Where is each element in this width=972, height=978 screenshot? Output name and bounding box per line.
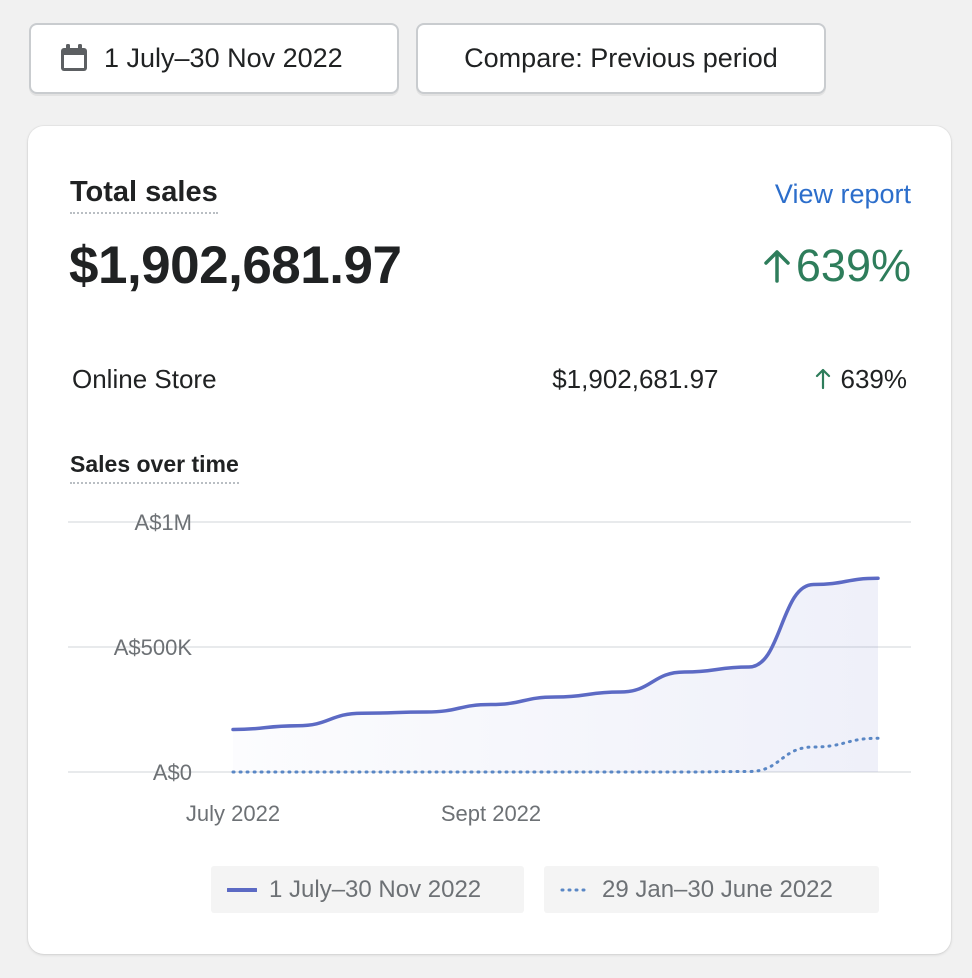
legend-label-previous: 29 Jan–30 June 2022	[602, 875, 833, 903]
channel-name: Online Store	[72, 363, 217, 394]
dotted-line-swatch	[560, 888, 590, 891]
arrow-up-icon	[764, 250, 790, 283]
x-tick-label: July 2022	[186, 801, 280, 826]
compare-button[interactable]: Compare: Previous period	[416, 23, 826, 94]
sales-over-time-chart: A$0 A$500K A$1M July 2022 Sept 2022	[68, 510, 911, 826]
breakdown-row-online-store: Online Store $1,902,681.97 639%	[72, 362, 907, 396]
chart-title[interactable]: Sales over time	[70, 450, 239, 484]
arrow-up-icon	[815, 368, 830, 390]
legend-label-current: 1 July–30 Nov 2022	[269, 875, 482, 903]
compare-label: Compare: Previous period	[464, 43, 778, 73]
chart-legend: 1 July–30 Nov 2022 29 Jan–30 June 2022	[211, 866, 879, 913]
solid-line-swatch	[227, 887, 257, 892]
total-change: 639%	[762, 234, 911, 298]
calendar-icon	[59, 43, 91, 75]
total-change-value: 639%	[795, 240, 911, 291]
total-sales-value: $1,902,681.97	[69, 236, 402, 295]
y-tick-label: A$1M	[135, 510, 192, 535]
total-sales-card: Total sales View report $1,902,681.97 63…	[28, 126, 951, 954]
series-area	[233, 578, 878, 772]
date-range-label: 1 July–30 Nov 2022	[104, 43, 343, 73]
series-line-previous	[231, 736, 880, 774]
legend-item-previous[interactable]: 29 Jan–30 June 2022	[544, 866, 879, 913]
date-range-button[interactable]: 1 July–30 Nov 2022	[29, 23, 399, 94]
y-tick-label: A$500K	[114, 635, 193, 660]
legend-item-current[interactable]: 1 July–30 Nov 2022	[211, 866, 524, 913]
y-tick-label: A$0	[153, 760, 192, 785]
channel-change-value: 639%	[840, 363, 908, 394]
series-line-current	[231, 576, 880, 732]
toolbar: 1 July–30 Nov 2022 Compare: Previous per…	[29, 23, 826, 94]
card-title[interactable]: Total sales	[70, 176, 218, 214]
x-tick-label: Sept 2022	[441, 801, 541, 826]
view-report-link[interactable]: View report	[774, 179, 911, 209]
channel-amount: $1,902,681.97	[552, 363, 719, 394]
channel-change: 639%	[815, 363, 908, 395]
